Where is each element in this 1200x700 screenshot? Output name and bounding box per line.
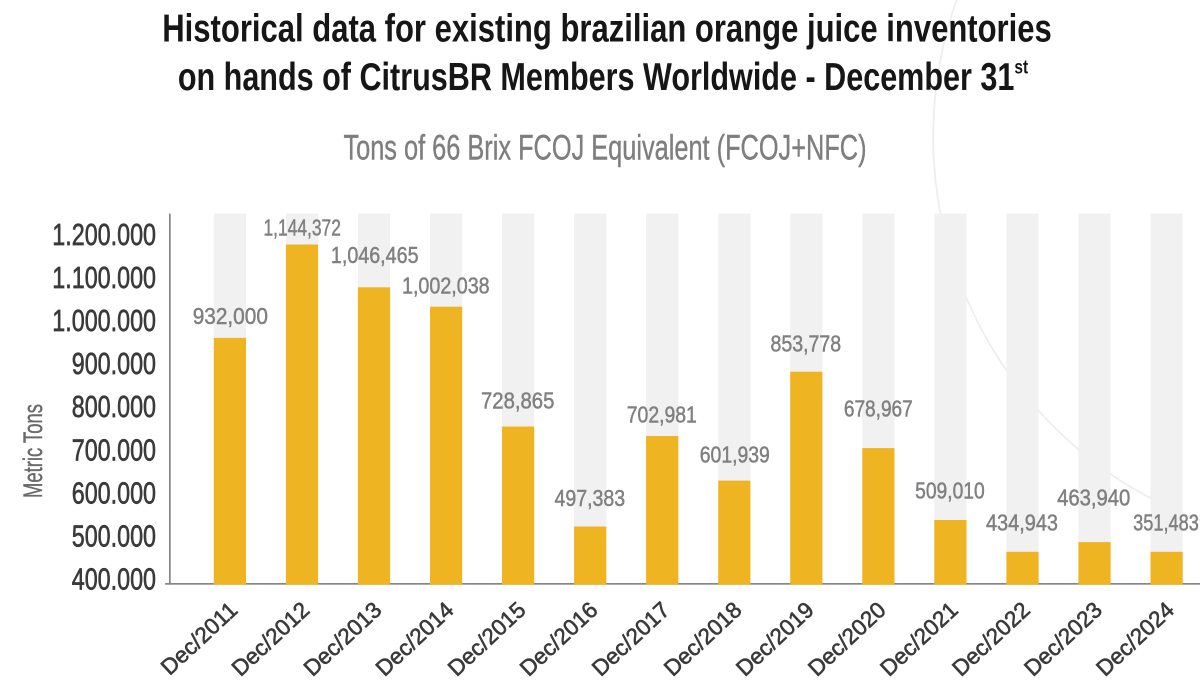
svg-text:1,144,372: 1,144,372: [264, 216, 341, 241]
svg-text:1.100.000: 1.100.000: [52, 261, 156, 295]
svg-text:Historical data for existing b: Historical data for existing brazilian o…: [162, 7, 1051, 50]
svg-text:1.200.000: 1.200.000: [52, 218, 156, 252]
svg-text:497,383: 497,383: [554, 485, 625, 511]
svg-text:500.000: 500.000: [72, 520, 156, 554]
svg-text:700.000: 700.000: [72, 433, 156, 467]
svg-text:728,865: 728,865: [481, 387, 554, 414]
svg-text:678,967: 678,967: [844, 397, 913, 422]
svg-text:600.000: 600.000: [72, 476, 156, 510]
svg-text:463,940: 463,940: [1057, 484, 1130, 511]
svg-text:601,939: 601,939: [700, 442, 770, 468]
svg-text:1,002,038: 1,002,038: [402, 273, 490, 299]
svg-text:on hands of CitrusBR Members W: on hands of CitrusBR Members Worldwide -…: [178, 56, 1028, 99]
svg-text:509,010: 509,010: [915, 479, 985, 504]
svg-text:800.000: 800.000: [72, 390, 156, 424]
svg-text:Metric Tons: Metric Tons: [18, 404, 48, 498]
svg-text:400.000: 400.000: [72, 563, 156, 597]
svg-text:1.000.000: 1.000.000: [52, 304, 156, 338]
svg-text:932,000: 932,000: [193, 303, 268, 329]
svg-text:900.000: 900.000: [72, 347, 156, 381]
svg-text:1,046,465: 1,046,465: [331, 243, 419, 269]
svg-text:434,943: 434,943: [986, 510, 1058, 536]
svg-text:351,483: 351,483: [1133, 510, 1199, 536]
svg-text:702,981: 702,981: [627, 402, 697, 428]
svg-text:Tons of 66 Brix FCOJ Equivalen: Tons of 66 Brix FCOJ Equivalent (FCOJ+NF…: [343, 127, 866, 167]
svg-text:853,778: 853,778: [770, 331, 841, 357]
